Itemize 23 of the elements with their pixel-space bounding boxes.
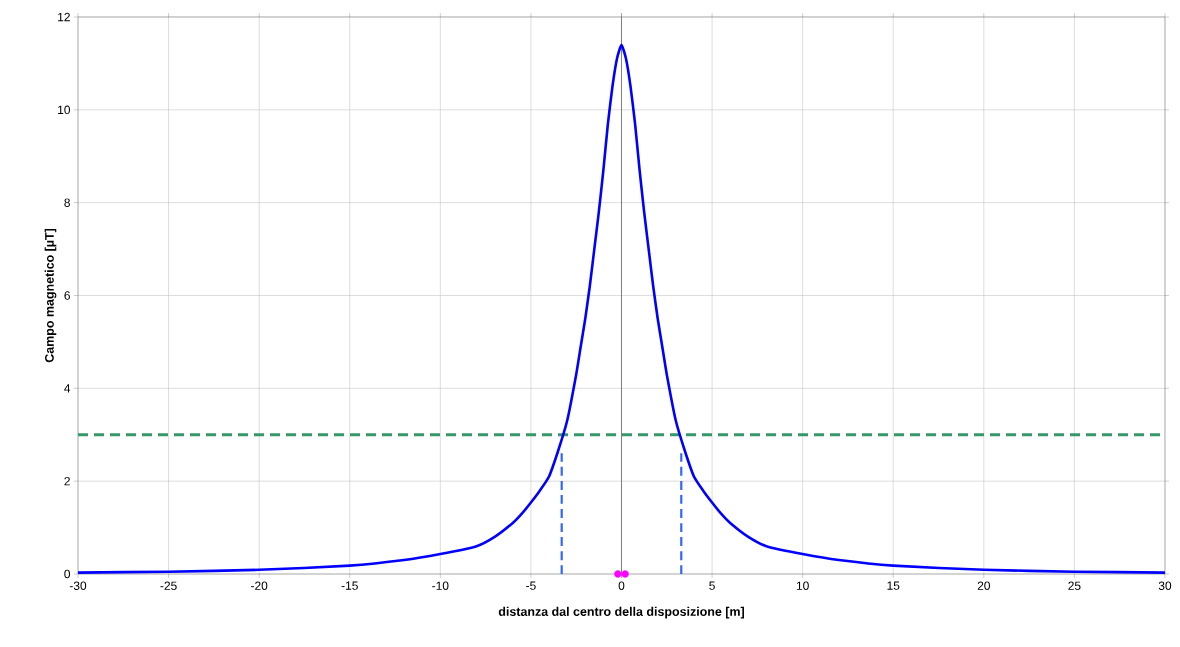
x-tick-label: 5 bbox=[709, 581, 715, 590]
x-tick-label: 10 bbox=[796, 581, 809, 590]
y-tick-label: 0 bbox=[64, 569, 71, 579]
y-tick-label: 2 bbox=[64, 477, 70, 486]
y-tick-label: 12 bbox=[58, 12, 70, 22]
y-tick-label: 10 bbox=[58, 105, 71, 115]
x-tick-label: -10 bbox=[432, 581, 449, 590]
y-tick-label: 8 bbox=[64, 198, 70, 207]
x-tick-label: -15 bbox=[341, 581, 358, 590]
x-tick-label: -20 bbox=[251, 581, 268, 590]
x-tick-label: 15 bbox=[887, 581, 900, 590]
x-tick-label: 0 bbox=[618, 581, 625, 590]
y-axis-title: Campo magnetico [µT] bbox=[44, 228, 57, 363]
x-tick-label: 30 bbox=[1158, 581, 1172, 590]
x-tick-label: -30 bbox=[69, 581, 87, 590]
x-tick-label: -5 bbox=[526, 581, 536, 590]
line-series bbox=[76, 43, 1167, 574]
x-tick-label: -25 bbox=[160, 581, 177, 590]
x-axis-title: distanza dal centro della disposizione [m] bbox=[498, 606, 744, 619]
x-tick-label: 25 bbox=[1068, 581, 1081, 590]
y-tick-label: 4 bbox=[64, 384, 71, 393]
x-tick-label: 20 bbox=[977, 581, 990, 590]
y-tick-label: 6 bbox=[64, 291, 70, 300]
